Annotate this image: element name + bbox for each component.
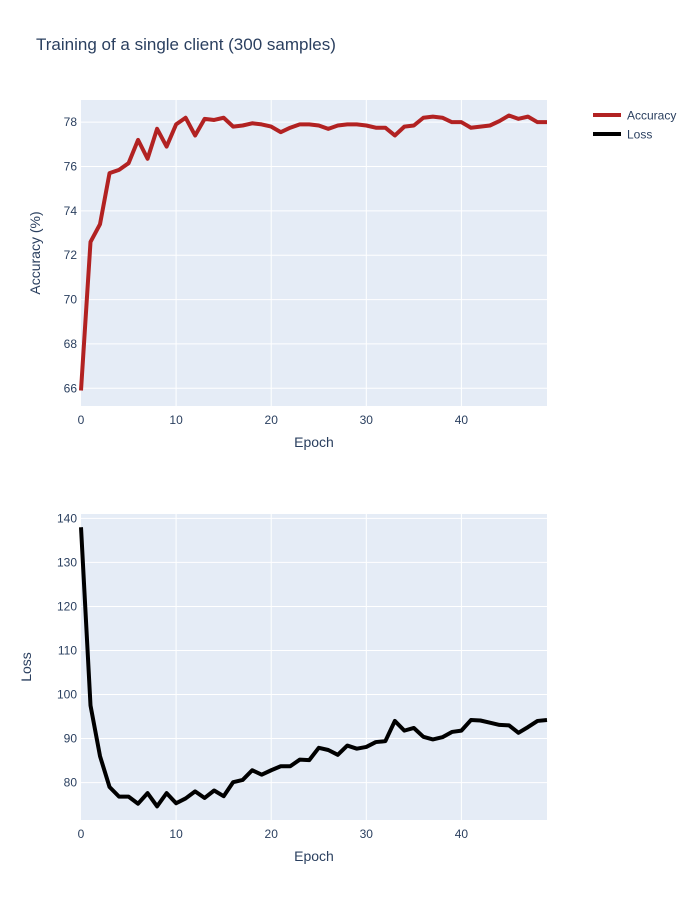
loss-ytick-label: 120 bbox=[57, 599, 77, 613]
accuracy-series-line[interactable] bbox=[79, 113, 547, 391]
accuracy-xtick-label: 20 bbox=[265, 413, 279, 427]
accuracy-ytick-label: 68 bbox=[64, 337, 78, 351]
loss-xtick-label: 30 bbox=[360, 827, 374, 841]
accuracy-xtick-label: 0 bbox=[78, 413, 85, 427]
chart-title: Training of a single client (300 samples… bbox=[36, 35, 336, 54]
accuracy-plot-area bbox=[81, 100, 547, 406]
legend-label-accuracy: Accuracy bbox=[627, 109, 676, 123]
loss-xtick-label: 20 bbox=[265, 827, 279, 841]
loss-ytick-label: 100 bbox=[57, 688, 77, 702]
loss-ytick-label: 90 bbox=[64, 732, 78, 746]
legend-label-loss: Loss bbox=[627, 128, 652, 142]
loss-xtick-label: 40 bbox=[455, 827, 469, 841]
loss-xtick-label: 10 bbox=[169, 827, 183, 841]
accuracy-ytick-label: 72 bbox=[64, 248, 78, 262]
loss-subplot: 80 90 100 110 120 130 140 0 10 20 30 40 Epoch Loss bbox=[18, 511, 548, 864]
loss-plot-area bbox=[81, 514, 547, 820]
legend-item-loss[interactable]: Loss bbox=[593, 128, 652, 142]
accuracy-ytick-label: 70 bbox=[64, 293, 78, 307]
loss-series-line[interactable] bbox=[79, 527, 548, 809]
loss-yaxis-title: Loss bbox=[18, 652, 34, 682]
accuracy-subplot: 66 68 70 72 74 76 78 0 10 20 30 40 Epoch Accuracy (%) bbox=[27, 100, 547, 450]
loss-ytick-label: 80 bbox=[64, 776, 78, 790]
legend-item-accuracy[interactable]: Accuracy bbox=[593, 109, 676, 123]
accuracy-ytick-label: 74 bbox=[64, 204, 78, 218]
accuracy-xaxis-title: Epoch bbox=[294, 434, 334, 450]
legend[interactable]: Accuracy Loss bbox=[593, 109, 676, 142]
loss-xaxis-title: Epoch bbox=[294, 848, 334, 864]
accuracy-ytick-label: 66 bbox=[64, 381, 78, 395]
accuracy-yaxis-title: Accuracy (%) bbox=[27, 211, 43, 294]
accuracy-ytick-label: 78 bbox=[64, 115, 78, 129]
accuracy-xtick-label: 10 bbox=[169, 413, 183, 427]
loss-xtick-label: 0 bbox=[78, 827, 85, 841]
accuracy-ytick-label: 76 bbox=[64, 160, 78, 174]
loss-ytick-label: 110 bbox=[58, 643, 77, 657]
loss-ytick-label: 140 bbox=[57, 511, 77, 525]
accuracy-xtick-label: 40 bbox=[455, 413, 469, 427]
loss-ytick-label: 130 bbox=[57, 555, 77, 569]
accuracy-xtick-label: 30 bbox=[360, 413, 374, 427]
